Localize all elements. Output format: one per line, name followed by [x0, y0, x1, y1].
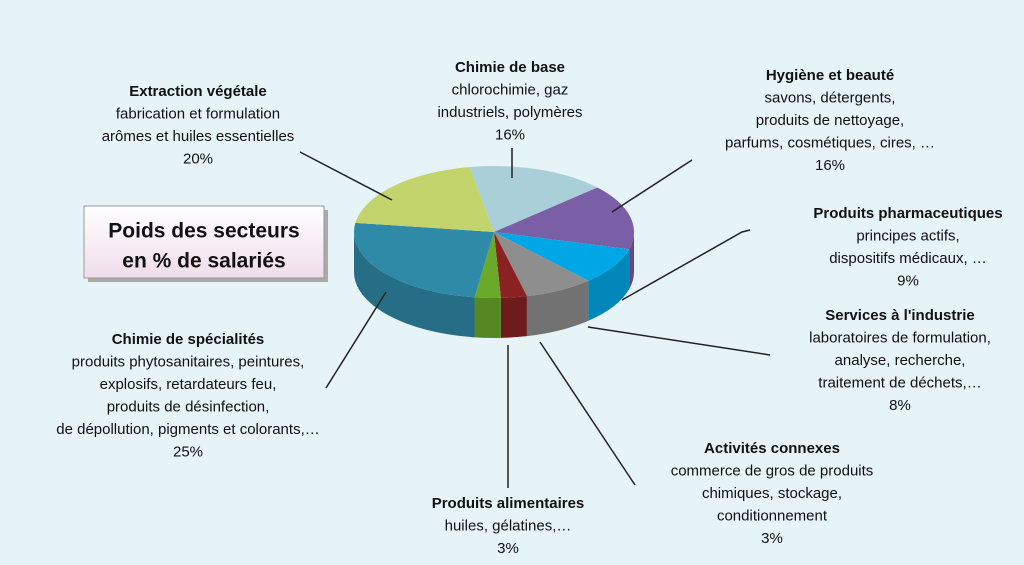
slice-description: produits phytosanitaires, peintures,: [72, 353, 305, 370]
slice-value-label: 3%: [761, 530, 783, 547]
pie-slice: [494, 232, 630, 281]
title: Poids des secteurs: [108, 220, 299, 243]
slice-description: fabrication et formulation: [116, 105, 280, 122]
pie-slice: [494, 232, 589, 297]
pie-slice-side: [588, 249, 630, 321]
slice-value-label: 16%: [815, 157, 845, 174]
slice-name: Activités connexes: [704, 440, 840, 457]
slice-name: Services à l'industrie: [825, 307, 974, 324]
title-box: [83, 205, 325, 279]
pie-slice: [354, 222, 494, 298]
slice-name: Produits pharmaceutiques: [813, 205, 1002, 222]
slice-description: huiles, gélatines,…: [445, 517, 572, 534]
slice-description: produits de désinfection,: [107, 398, 270, 415]
slice-value-label: 25%: [173, 443, 203, 460]
pie-slice-side: [629, 232, 634, 290]
slice-description: chimiques, stockage,: [702, 485, 842, 502]
slice-value-label: 16%: [495, 126, 525, 143]
slice-name: Hygiène et beauté: [766, 67, 894, 84]
pie-slice-side: [354, 232, 475, 338]
slice-description: explosifs, retardateurs feu,: [100, 376, 277, 393]
slice-value-label: 8%: [889, 397, 911, 414]
slice-description: conditionnement: [717, 507, 828, 524]
leader-line: [299, 151, 393, 201]
slice-value-label: 20%: [183, 150, 213, 167]
slice-description: parfums, cosmétiques, cires, …: [725, 134, 935, 151]
slice-description: dispositifs médicaux, …: [829, 250, 987, 267]
leader-line: [621, 229, 751, 301]
slice-description: produits de nettoyage,: [756, 112, 904, 129]
pie-slice-side: [474, 297, 501, 338]
leader-line: [325, 291, 387, 389]
slice-value-label: 3%: [497, 540, 519, 557]
leader-line: [539, 341, 636, 486]
pie-slice: [474, 232, 501, 298]
pie-slice: [494, 232, 527, 298]
slice-description: commerce de gros de produits: [671, 462, 874, 479]
slice-description: principes actifs,: [856, 227, 959, 244]
slice-description: arômes et huiles essentielles: [102, 128, 295, 145]
pie-slice: [494, 187, 634, 250]
leader-line: [611, 159, 693, 213]
leader-line: [587, 326, 771, 356]
slice-value-label: 9%: [897, 272, 919, 289]
slice-name: Chimie de spécialités: [112, 331, 265, 348]
slice-description: industriels, polymères: [437, 104, 582, 121]
slice-description: chlorochimie, gaz: [452, 81, 569, 98]
slice-name: Extraction végétale: [129, 83, 267, 100]
title: en % de salariés: [122, 250, 285, 273]
pie-slice: [469, 166, 598, 232]
slice-name: Chimie de base: [455, 59, 565, 76]
slice-description: de dépollution, pigments et colorants,…: [56, 421, 320, 438]
pie-slice-side: [526, 280, 589, 337]
slice-description: analyse, recherche,: [835, 352, 966, 369]
pie-slice: [355, 167, 494, 232]
slice-description: savons, détergents,: [765, 89, 896, 106]
slice-description: laboratoires de formulation,: [809, 329, 991, 346]
pie-slice-side: [500, 296, 527, 338]
slice-name: Produits alimentaires: [432, 495, 585, 512]
slice-description: traitement de déchets,…: [818, 374, 981, 391]
